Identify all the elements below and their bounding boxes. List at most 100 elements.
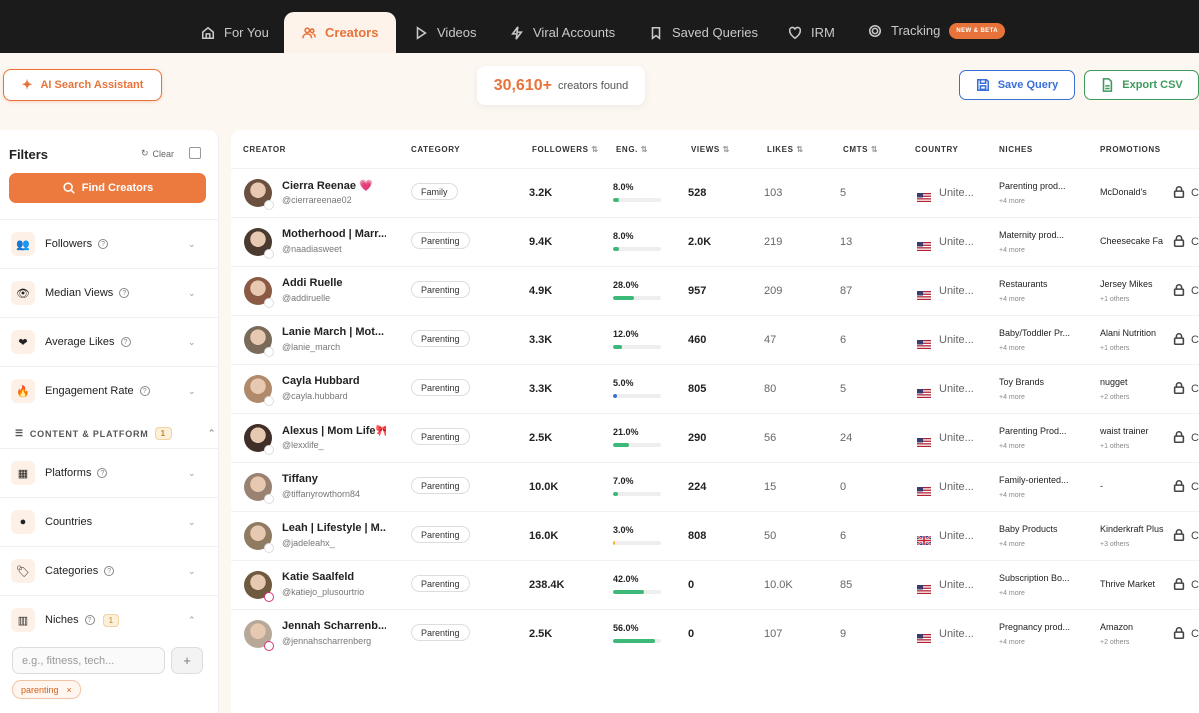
- header-cmts[interactable]: CMTS ⇅: [843, 145, 878, 154]
- table-row[interactable]: Motherhood | Marr... @naadiasweet Parentin…: [231, 217, 1199, 266]
- help-icon[interactable]: ?: [120, 337, 131, 348]
- niche-more[interactable]: +4 more: [999, 443, 1025, 450]
- sort-icon: ⇅: [870, 145, 879, 154]
- table-row[interactable]: Tiffany @tiffanyrowthorn84 Parenting 10.0K 7…: [231, 462, 1199, 511]
- filter-countries[interactable]: ● Countries ⌄: [0, 497, 219, 546]
- tab-creators[interactable]: Creators: [284, 12, 397, 53]
- content-platform-section[interactable]: ☰ CONTENT & PLATFORM 1 ⌃: [15, 427, 216, 440]
- promotion-more[interactable]: +1 others: [1100, 345, 1130, 352]
- collapse-sidebar-icon[interactable]: [189, 147, 201, 159]
- filter-label: Average Likes?: [45, 336, 131, 348]
- filter-average-likes[interactable]: ❤ Average Likes? ⌄: [0, 317, 219, 366]
- tab-label: IRM: [811, 25, 835, 40]
- lock-icon[interactable]: [1172, 626, 1186, 640]
- header-eng[interactable]: ENG. ⇅: [616, 145, 648, 154]
- tab-tracking[interactable]: Tracking NEW & BETA: [868, 10, 1005, 51]
- help-icon[interactable]: ?: [98, 239, 109, 250]
- creator-handle: @lanie_march: [282, 342, 341, 352]
- promotion-value: Alani Nutrition: [1100, 328, 1157, 338]
- export-csv-button[interactable]: Export CSV: [1084, 70, 1199, 100]
- niche-more[interactable]: +4 more: [999, 198, 1025, 205]
- header-likes[interactable]: LIKES ⇅: [767, 145, 804, 154]
- lock-icon[interactable]: [1172, 381, 1186, 395]
- country-value: Unite...: [939, 236, 974, 248]
- table-row[interactable]: Katie Saalfeld @katiejo_plusourtrio Parent…: [231, 560, 1199, 609]
- niche-more[interactable]: +4 more: [999, 492, 1025, 499]
- lock-icon[interactable]: [1172, 430, 1186, 444]
- help-icon[interactable]: ?: [84, 615, 95, 626]
- tab-videos[interactable]: Videos: [414, 12, 477, 53]
- table-row[interactable]: Cierra Reenae 💗 @cierrareenae02 Family 3.2K…: [231, 168, 1199, 217]
- tab-for-you[interactable]: For You: [201, 12, 269, 53]
- promotion-more[interactable]: +3 others: [1100, 541, 1130, 548]
- promotion-more[interactable]: +1 others: [1100, 443, 1130, 450]
- table-row[interactable]: Lanie March | Mot... @lanie_march Parentin…: [231, 315, 1199, 364]
- header-followers[interactable]: FOLLOWERS ⇅: [532, 145, 599, 154]
- creator-name[interactable]: Leah | Lifestyle | M...: [282, 522, 386, 534]
- filter-label-text: Followers: [45, 238, 93, 250]
- engagement-value: 42.0%: [613, 574, 639, 584]
- creator-name[interactable]: Motherhood | Marr...: [282, 228, 386, 240]
- filter-label-text: Countries: [45, 516, 93, 528]
- filter-niches[interactable]: ▥ Niches? 1 ⌃: [0, 595, 219, 644]
- category-badge: Parenting: [411, 428, 470, 445]
- lock-icon[interactable]: [1172, 479, 1186, 493]
- creator-name[interactable]: Cayla Hubbard: [282, 375, 360, 387]
- lock-icon[interactable]: [1172, 332, 1186, 346]
- table-row[interactable]: Jennah Scharrenb... @jennahscharrenberg Pa…: [231, 609, 1199, 658]
- table-row[interactable]: Alexus | Mom Life🎀 @lexxlife_ Parenting 2.5…: [231, 413, 1199, 462]
- promotion-more[interactable]: +2 others: [1100, 639, 1130, 646]
- filter-engagement-rate[interactable]: 🔥 Engagement Rate? ⌄: [0, 366, 219, 415]
- promotion-more[interactable]: +2 others: [1100, 394, 1130, 401]
- find-creators-button[interactable]: Find Creators: [9, 173, 206, 203]
- creator-name[interactable]: Alexus | Mom Life🎀: [282, 425, 386, 437]
- filter-platforms[interactable]: ▦ Platforms? ⌄: [0, 448, 219, 497]
- tab-viral-accounts[interactable]: Viral Accounts: [510, 12, 615, 53]
- tab-irm[interactable]: IRM: [788, 12, 835, 53]
- help-icon[interactable]: ?: [139, 386, 150, 397]
- engagement-bar: [613, 247, 661, 251]
- creator-name[interactable]: Katie Saalfeld: [282, 571, 355, 583]
- table-row[interactable]: Addi Ruelle @addiruelle Parenting 4.9K 28.0%…: [231, 266, 1199, 315]
- help-icon[interactable]: ?: [104, 566, 115, 577]
- creator-name[interactable]: Cierra Reenae 💗: [282, 180, 373, 192]
- niche-more[interactable]: +4 more: [999, 296, 1025, 303]
- niche-more[interactable]: +4 more: [999, 394, 1025, 401]
- lock-icon[interactable]: [1172, 185, 1186, 199]
- niche-more[interactable]: +4 more: [999, 345, 1025, 352]
- tab-label: For You: [224, 25, 269, 40]
- engagement-value: 28.0%: [613, 280, 639, 290]
- help-icon[interactable]: ?: [119, 288, 130, 299]
- filter-followers[interactable]: 👥 Followers? ⌄: [0, 219, 219, 268]
- creator-name[interactable]: Tiffany: [282, 473, 318, 485]
- clear-filters-button[interactable]: ↻ Clear: [141, 148, 174, 159]
- save-query-button[interactable]: Save Query: [959, 70, 1075, 100]
- add-niche-button[interactable]: +: [171, 647, 203, 674]
- niche-more[interactable]: +4 more: [999, 639, 1025, 646]
- niche-more[interactable]: +4 more: [999, 247, 1025, 254]
- ai-search-assistant-button[interactable]: ✦ AI Search Assistant: [3, 69, 162, 101]
- lock-icon[interactable]: [1172, 577, 1186, 591]
- niche-input[interactable]: e.g., fitness, tech...: [12, 647, 165, 674]
- table-row[interactable]: Cayla Hubbard @cayla.hubbard Parenting 3.3K…: [231, 364, 1199, 413]
- followers-value: 2.5K: [529, 432, 553, 444]
- lock-icon[interactable]: [1172, 283, 1186, 297]
- creator-name[interactable]: Jennah Scharrenb...: [282, 620, 386, 632]
- help-icon[interactable]: ?: [97, 468, 108, 479]
- table-row[interactable]: Leah | Lifestyle | M... @jadeleahx_ Parent…: [231, 511, 1199, 560]
- lock-icon[interactable]: [1172, 528, 1186, 542]
- niche-more[interactable]: +4 more: [999, 590, 1025, 597]
- promotion-more[interactable]: +1 others: [1100, 296, 1130, 303]
- filter-median-views[interactable]: 👁 Median Views? ⌄: [0, 268, 219, 317]
- creator-name[interactable]: Addi Ruelle: [282, 277, 343, 289]
- lock-icon[interactable]: [1172, 234, 1186, 248]
- chevron-down-icon: ⌄: [188, 467, 196, 478]
- tab-saved-queries[interactable]: Saved Queries: [649, 12, 758, 53]
- remove-tag-icon[interactable]: ×: [66, 684, 72, 695]
- comments-value: 5: [840, 187, 847, 199]
- niche-more[interactable]: +4 more: [999, 541, 1025, 548]
- us-flag-icon: [917, 483, 931, 496]
- header-views[interactable]: VIEWS ⇅: [691, 145, 730, 154]
- creator-name[interactable]: Lanie March | Mot...: [282, 326, 385, 338]
- filter-categories[interactable]: 🏷 Categories? ⌄: [0, 546, 219, 595]
